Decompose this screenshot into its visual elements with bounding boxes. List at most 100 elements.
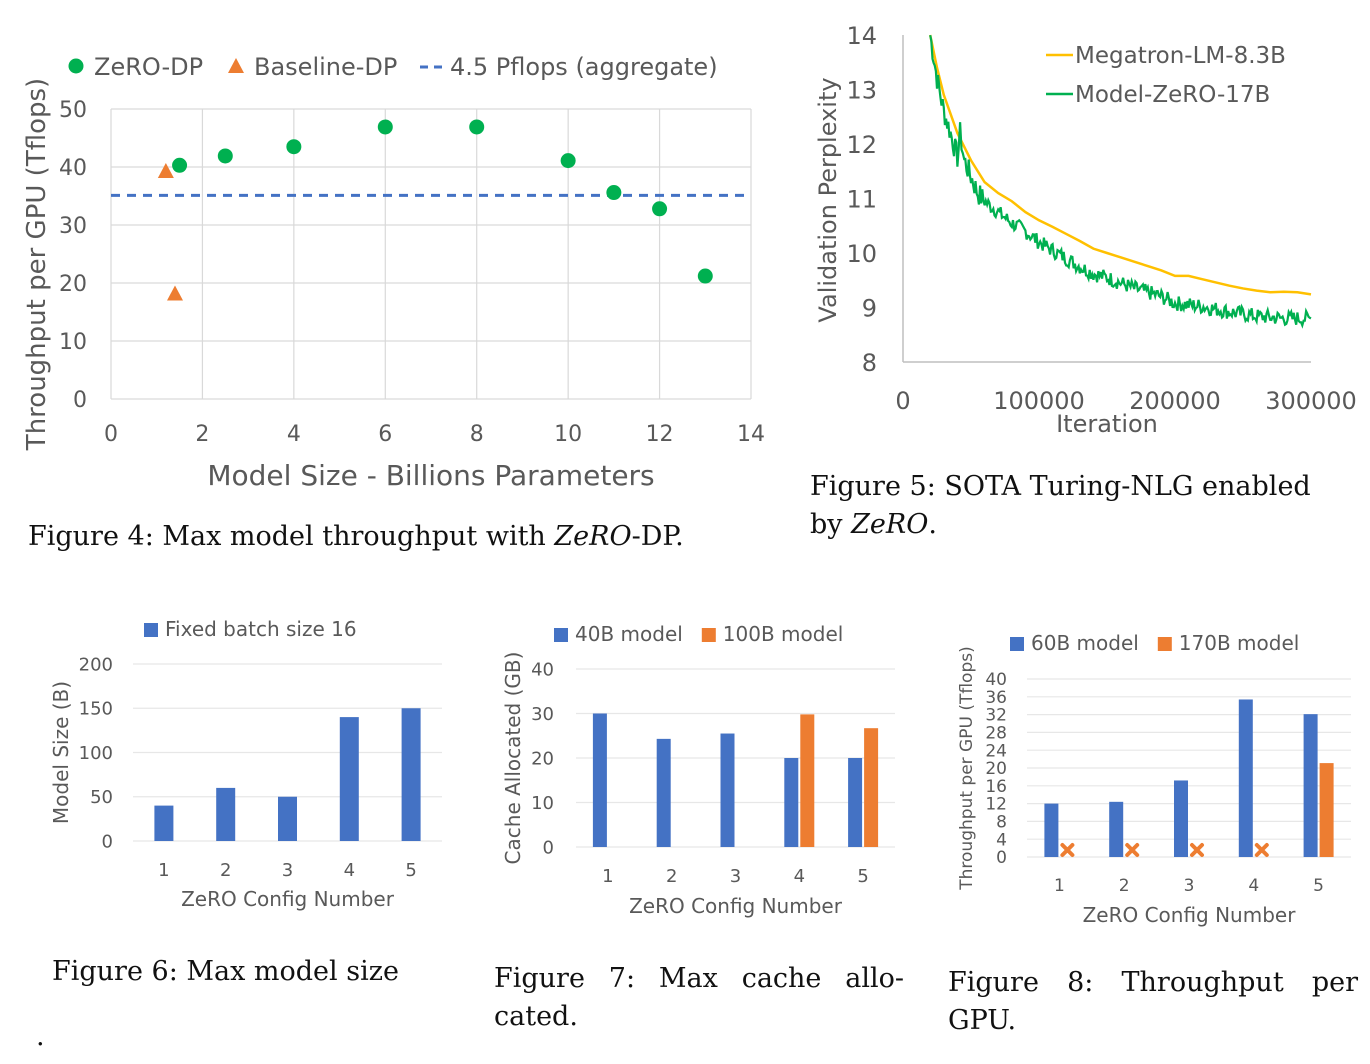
fig8-legend-swatch xyxy=(1157,637,1172,651)
fig8-failed-x-icon xyxy=(1190,843,1204,857)
fig7-x-axis-label: ZeRO Config Number xyxy=(629,894,843,918)
fig8-y-tick-label: 16 xyxy=(985,777,1007,797)
fig7-bar-40b-model xyxy=(656,738,671,847)
fig4-zero-dp-point xyxy=(217,148,233,164)
fig5-legend-label-zero: Model-ZeRO-17B xyxy=(1075,82,1270,108)
fig6-y-tick-label: 0 xyxy=(102,831,113,852)
fig8-bar-60b-model xyxy=(1303,714,1318,857)
fig7-bar-40b-model xyxy=(848,758,863,847)
fig8-bar-60b-model xyxy=(1044,803,1059,857)
fig5-y-tick-label: 8 xyxy=(862,349,877,377)
fig8-x-tick-label: 5 xyxy=(1313,876,1324,896)
fig8-y-tick-label: 28 xyxy=(985,724,1007,744)
fig8-bar-60b-model xyxy=(1174,780,1188,857)
fig5-x-axis-label: Iteration xyxy=(1056,410,1158,438)
fig4-zero-dp-point xyxy=(606,185,622,201)
fig4-baseline-point xyxy=(157,163,174,179)
stray-period: . xyxy=(36,1021,45,1052)
fig8-y-tick-label: 0 xyxy=(996,848,1007,868)
fig4-zero-dp-point xyxy=(560,153,576,169)
fig4-x-tick-label: 14 xyxy=(737,422,765,447)
fig6-y-tick-label: 100 xyxy=(79,743,113,764)
fig4-y-tick-label: 30 xyxy=(59,214,87,239)
fig4-zero-dp-point xyxy=(377,119,393,135)
fig5-y-tick-label: 10 xyxy=(846,240,877,268)
fig5-x-tick-label: 0 xyxy=(895,387,910,415)
fig5-y-tick-label: 14 xyxy=(846,22,877,50)
fig7-x-tick-label: 4 xyxy=(794,866,805,887)
fig4-zero-dp-point xyxy=(652,201,668,217)
fig6-x-axis-label: ZeRO Config Number xyxy=(181,887,395,911)
fig6-legend-swatch xyxy=(144,623,158,637)
fig7-legend-label: 40B model xyxy=(575,622,683,646)
fig7-bar-40b-model xyxy=(784,758,799,847)
fig8-x-tick-label: 4 xyxy=(1248,876,1259,896)
fig8-y-tick-label: 24 xyxy=(985,741,1007,761)
fig7-y-tick-label: 30 xyxy=(531,704,554,725)
fig5-legend-label-megatron: Megatron-LM-8.3B xyxy=(1075,43,1286,69)
fig8-failed-x-icon xyxy=(1254,843,1269,857)
fig7-y-tick-label: 0 xyxy=(543,837,554,858)
fig7-bar-40b-model xyxy=(720,733,735,847)
fig6-y-tick-label: 200 xyxy=(79,654,113,675)
fig6-x-tick-label: 5 xyxy=(405,860,416,881)
fig8-x-axis-label: ZeRO Config Number xyxy=(1083,903,1297,927)
fig4-y-tick-label: 20 xyxy=(59,272,87,297)
fig6-x-tick-label: 1 xyxy=(158,860,169,881)
caption-figure-5: Figure 5: SOTA Turing-NLG enabled by ZeR… xyxy=(810,471,1311,540)
fig4-zero-dp-point xyxy=(697,268,713,284)
fig4-y-tick-label: 40 xyxy=(59,156,87,181)
fig4-legend-triangle-icon xyxy=(228,58,244,73)
caption-figure-6: Figure 6: Max model size xyxy=(52,956,399,987)
fig5-x-tick-label: 100000 xyxy=(993,387,1085,415)
fig4-x-tick-label: 8 xyxy=(470,422,484,447)
fig4-legend-circle-icon xyxy=(68,58,84,74)
fig5-y-tick-label: 12 xyxy=(846,131,877,159)
fig4-y-tick-label: 50 xyxy=(59,98,87,123)
fig6-bar-fixed-batch-size-16 xyxy=(216,787,236,841)
fig8-y-axis-label: Throughput per GPU (Tflops) xyxy=(957,646,977,890)
fig5-y-tick-label: 9 xyxy=(862,295,877,323)
fig7-y-tick-label: 10 xyxy=(531,793,554,814)
fig6-bar-fixed-batch-size-16 xyxy=(154,805,174,841)
fig5-y-axis-label: Validation Perplexity xyxy=(814,77,842,322)
fig8-legend-label: 170B model xyxy=(1179,631,1300,655)
fig6-x-tick-label: 2 xyxy=(220,860,231,881)
fig8-x-tick-label: 2 xyxy=(1119,876,1130,896)
fig7-x-tick-label: 2 xyxy=(666,866,677,887)
fig8-y-tick-label: 40 xyxy=(985,670,1007,690)
fig6-y-tick-label: 150 xyxy=(79,699,113,720)
fig7-x-tick-label: 3 xyxy=(730,866,741,887)
fig7-x-tick-label: 1 xyxy=(602,866,613,887)
fig4-y-tick-label: 10 xyxy=(59,330,87,355)
fig8-y-tick-label: 4 xyxy=(996,830,1007,850)
fig7-x-tick-label: 5 xyxy=(857,866,868,887)
fig8-y-tick-label: 20 xyxy=(985,759,1007,779)
fig8-legend-label: 60B model xyxy=(1031,631,1139,655)
fig7-y-tick-label: 20 xyxy=(531,748,554,769)
fig5-series-megatron-line xyxy=(928,34,1312,296)
fig8-legend-swatch xyxy=(1010,637,1024,651)
fig8-y-tick-label: 8 xyxy=(996,813,1007,833)
caption-figure-4: Figure 4: Max model throughput with ZeRO… xyxy=(28,521,684,552)
fig6-bar-fixed-batch-size-16 xyxy=(278,796,297,841)
fig4-x-tick-label: 2 xyxy=(195,422,209,447)
fig5-y-tick-label: 11 xyxy=(846,186,877,214)
fig6-x-tick-label: 4 xyxy=(344,860,355,881)
fig7-legend-swatch xyxy=(701,628,716,642)
fig4-y-axis-label: Throughput per GPU (Tflops) xyxy=(22,78,52,451)
caption-figure-8: Figure 8: Throughput per GPU. xyxy=(948,967,1358,1036)
caption-figure-7: Figure 7: Max cache allo-cated. xyxy=(494,963,904,1032)
fig4-x-tick-label: 6 xyxy=(378,422,392,447)
fig4-baseline-point xyxy=(167,285,183,301)
fig7-y-axis-label: Cache Allocated (GB) xyxy=(501,652,525,865)
fig6-legend-label: Fixed batch size 16 xyxy=(165,617,357,641)
fig4-x-axis-label: Model Size - Billions Parameters xyxy=(207,459,654,492)
fig4-y-tick-label: 0 xyxy=(73,388,87,413)
fig6-y-axis-label: Model Size (B) xyxy=(49,681,73,824)
fig8-y-tick-label: 12 xyxy=(985,795,1007,815)
fig6-x-tick-label: 3 xyxy=(282,860,293,881)
fig7-legend-swatch xyxy=(554,628,568,642)
fig7-legend-label: 100B model xyxy=(723,622,844,646)
